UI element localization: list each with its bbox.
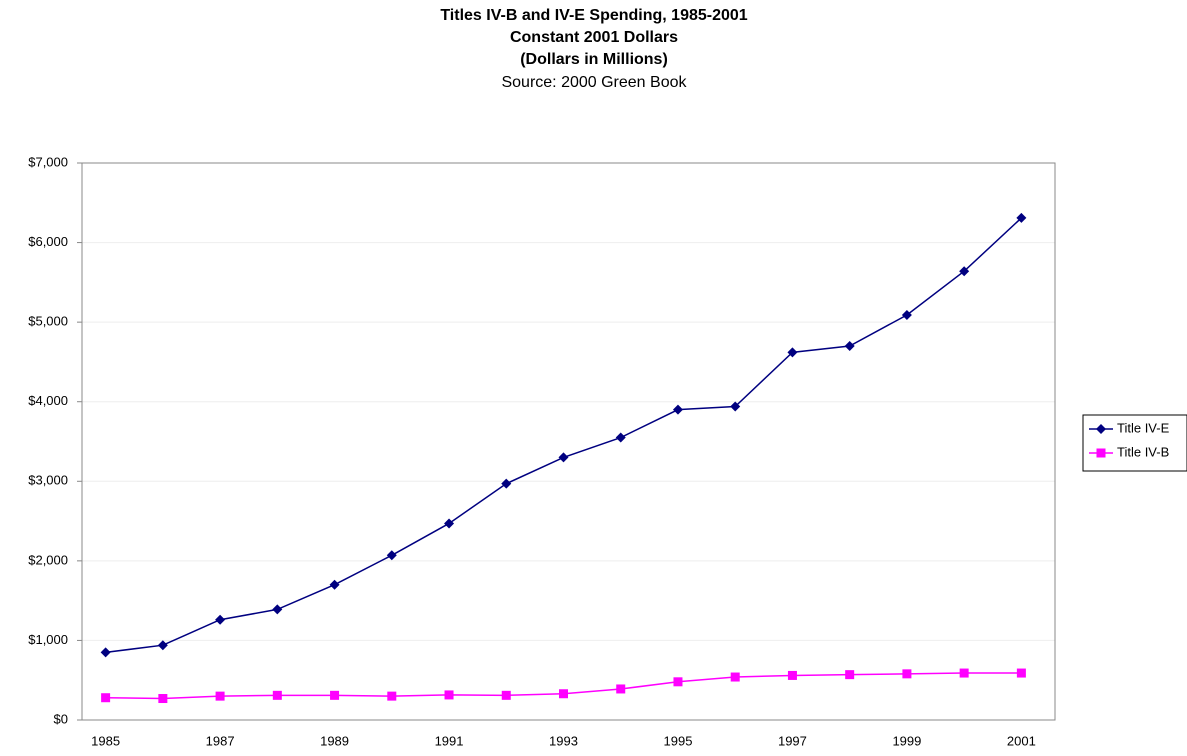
marker <box>959 668 969 678</box>
x-tick-label: 1999 <box>892 733 921 748</box>
marker <box>387 691 397 701</box>
legend-label: Title IV-B <box>1117 444 1169 459</box>
x-tick-label: 1985 <box>91 733 120 748</box>
marker <box>787 670 797 680</box>
x-tick-label: 1997 <box>778 733 807 748</box>
marker <box>101 693 111 703</box>
chart-subtitle: Source: 2000 Green Book <box>501 74 687 91</box>
marker <box>272 690 282 700</box>
chart-title: Titles IV-B and IV-E Spending, 1985-2001 <box>440 7 747 24</box>
y-tick-label: $5,000 <box>28 314 68 329</box>
marker <box>215 614 226 625</box>
y-tick-label: $2,000 <box>28 552 68 567</box>
marker <box>329 579 340 590</box>
chart-title: Constant 2001 Dollars <box>510 29 678 46</box>
marker <box>730 401 741 412</box>
legend-marker <box>1096 448 1106 458</box>
marker <box>386 550 397 561</box>
marker <box>501 478 512 489</box>
marker <box>558 452 569 463</box>
y-tick-label: $1,000 <box>28 632 68 647</box>
x-tick-label: 1991 <box>435 733 464 748</box>
legend-box <box>1082 414 1187 472</box>
x-tick-label: 1989 <box>320 733 349 748</box>
marker <box>902 669 912 679</box>
marker <box>559 689 568 699</box>
y-tick-label: $3,000 <box>28 473 68 488</box>
marker <box>158 694 168 704</box>
marker <box>1016 212 1027 223</box>
marker <box>330 690 340 700</box>
x-tick-label: 1995 <box>664 733 693 748</box>
chart-title: (Dollars in Millions) <box>520 51 668 68</box>
marker <box>100 647 111 658</box>
marker <box>787 347 798 358</box>
marker <box>272 604 283 615</box>
y-tick-label: $4,000 <box>28 393 68 408</box>
marker <box>215 691 225 701</box>
marker <box>444 518 455 529</box>
plot-area <box>81 162 1056 721</box>
marker <box>157 640 168 651</box>
marker <box>730 672 740 682</box>
marker <box>901 309 912 320</box>
x-tick-label: 1987 <box>206 733 235 748</box>
marker <box>845 670 855 680</box>
marker <box>616 684 626 694</box>
x-tick-label: 2001 <box>1007 733 1036 748</box>
marker <box>959 266 970 277</box>
x-tick-label: 1993 <box>549 733 578 748</box>
marker <box>501 690 511 700</box>
marker <box>672 404 683 415</box>
legend-label: Title IV-E <box>1117 420 1170 435</box>
marker <box>1016 668 1026 678</box>
y-tick-label: $6,000 <box>28 234 68 249</box>
marker <box>444 690 454 700</box>
marker <box>615 432 626 443</box>
marker <box>673 677 683 687</box>
y-tick-label: $0 <box>54 711 68 726</box>
y-tick-label: $7,000 <box>28 154 68 169</box>
data-line <box>105 217 1022 654</box>
legend-marker <box>1096 424 1106 434</box>
marker <box>844 341 855 352</box>
